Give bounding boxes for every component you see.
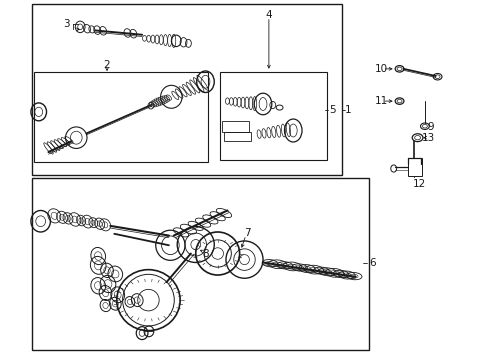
Text: 7: 7 [243,228,250,238]
Text: 10: 10 [374,64,387,74]
Text: 4: 4 [265,10,272,20]
Bar [223,132,250,140]
Text: 11: 11 [374,96,387,106]
Text: 8: 8 [202,248,208,258]
Bar [221,121,249,132]
Text: 2: 2 [103,60,110,70]
Bar [32,178,368,350]
Bar [32,4,341,175]
Text: 1: 1 [344,105,350,115]
Text: 12: 12 [411,179,425,189]
Bar [407,158,421,176]
Text: 5: 5 [328,105,335,115]
Bar [220,72,327,160]
Text: 13: 13 [421,133,434,143]
Bar [34,72,207,162]
Text: 3: 3 [63,19,70,29]
Text: 9: 9 [427,122,433,132]
Text: 6: 6 [368,258,375,268]
